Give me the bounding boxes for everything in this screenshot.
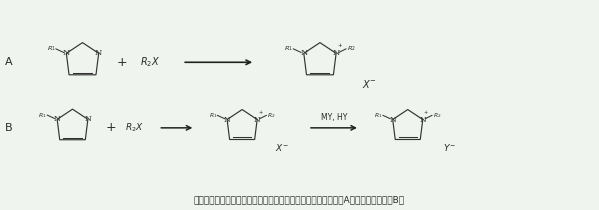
- Text: $R_1$: $R_1$: [47, 45, 56, 53]
- Text: N: N: [54, 115, 60, 123]
- Text: $R_2X$: $R_2X$: [140, 55, 161, 69]
- Text: N: N: [419, 116, 426, 123]
- Text: $R_2$: $R_2$: [433, 111, 441, 120]
- Text: +: +: [423, 110, 428, 114]
- Text: A: A: [5, 57, 13, 67]
- Text: N: N: [84, 115, 91, 123]
- Text: N: N: [224, 116, 231, 123]
- Text: $R_1$: $R_1$: [38, 111, 47, 119]
- Text: $R_1$: $R_1$: [374, 111, 383, 120]
- Text: 离子液体的合成方法（以咪唑类离子液体为例）：直接合成法（A）和两步合成法（B）: 离子液体的合成方法（以咪唑类离子液体为例）：直接合成法（A）和两步合成法（B）: [193, 195, 404, 204]
- Text: $Y^{-}$: $Y^{-}$: [443, 142, 456, 153]
- Text: +: +: [105, 121, 116, 134]
- Text: $X^{-}$: $X^{-}$: [362, 78, 377, 90]
- Text: N: N: [95, 49, 102, 57]
- Text: N: N: [254, 116, 261, 123]
- Text: B: B: [5, 123, 13, 133]
- Text: N: N: [389, 116, 396, 123]
- Text: $X^{-}$: $X^{-}$: [275, 142, 289, 153]
- Text: $R_2$: $R_2$: [267, 111, 276, 120]
- Text: MY, HY: MY, HY: [320, 113, 347, 122]
- Text: N: N: [300, 49, 307, 57]
- Text: N: N: [63, 49, 70, 57]
- Text: +: +: [258, 110, 262, 114]
- Text: +: +: [337, 43, 341, 48]
- Text: +: +: [117, 56, 128, 69]
- Text: $R_1$: $R_1$: [284, 45, 293, 53]
- Text: $R_1$: $R_1$: [208, 111, 217, 120]
- Text: $R_2X$: $R_2X$: [125, 122, 144, 134]
- Text: N: N: [332, 49, 340, 57]
- Text: $R_2$: $R_2$: [347, 45, 356, 53]
